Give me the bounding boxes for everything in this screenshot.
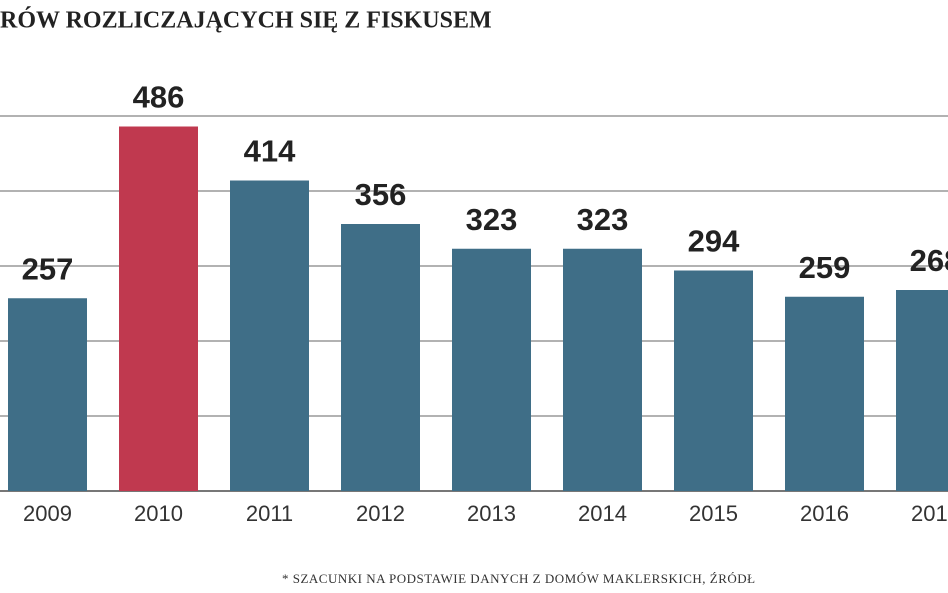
x-tick-label: 2013: [467, 501, 516, 526]
x-tick-label: 2014: [578, 501, 627, 526]
x-tick-label: 2015: [689, 501, 738, 526]
x-tick-label: 2017: [911, 501, 948, 526]
value-label: 486: [133, 80, 185, 115]
value-label: 356: [355, 177, 407, 212]
bar: [119, 126, 198, 491]
value-label: 323: [577, 202, 629, 237]
chart-title: RÓW ROZLICZAJĄCYCH SIĘ Z FISKUSEM: [0, 7, 492, 34]
x-tick-label: 2016: [800, 501, 849, 526]
bar: [674, 270, 753, 491]
bar: [563, 248, 642, 491]
bar: [230, 180, 309, 491]
bar: [452, 248, 531, 491]
footnote: * SZACUNKI NA PODSTAWIE DANYCH Z DOMÓW M…: [282, 571, 756, 586]
value-label: 414: [244, 134, 296, 169]
bar: [341, 224, 420, 491]
x-tick-label: 2010: [134, 501, 183, 526]
x-tick-label: 2009: [23, 501, 72, 526]
value-label: 323: [466, 202, 518, 237]
value-label: 294: [688, 224, 740, 259]
bar: [896, 290, 948, 491]
value-label: 268: [910, 243, 948, 278]
bar: [785, 296, 864, 491]
bar: [8, 298, 87, 491]
value-label: 259: [799, 250, 851, 285]
x-tick-label: 2011: [246, 501, 293, 526]
x-tick-label: 2012: [356, 501, 405, 526]
value-label: 257: [22, 251, 74, 286]
